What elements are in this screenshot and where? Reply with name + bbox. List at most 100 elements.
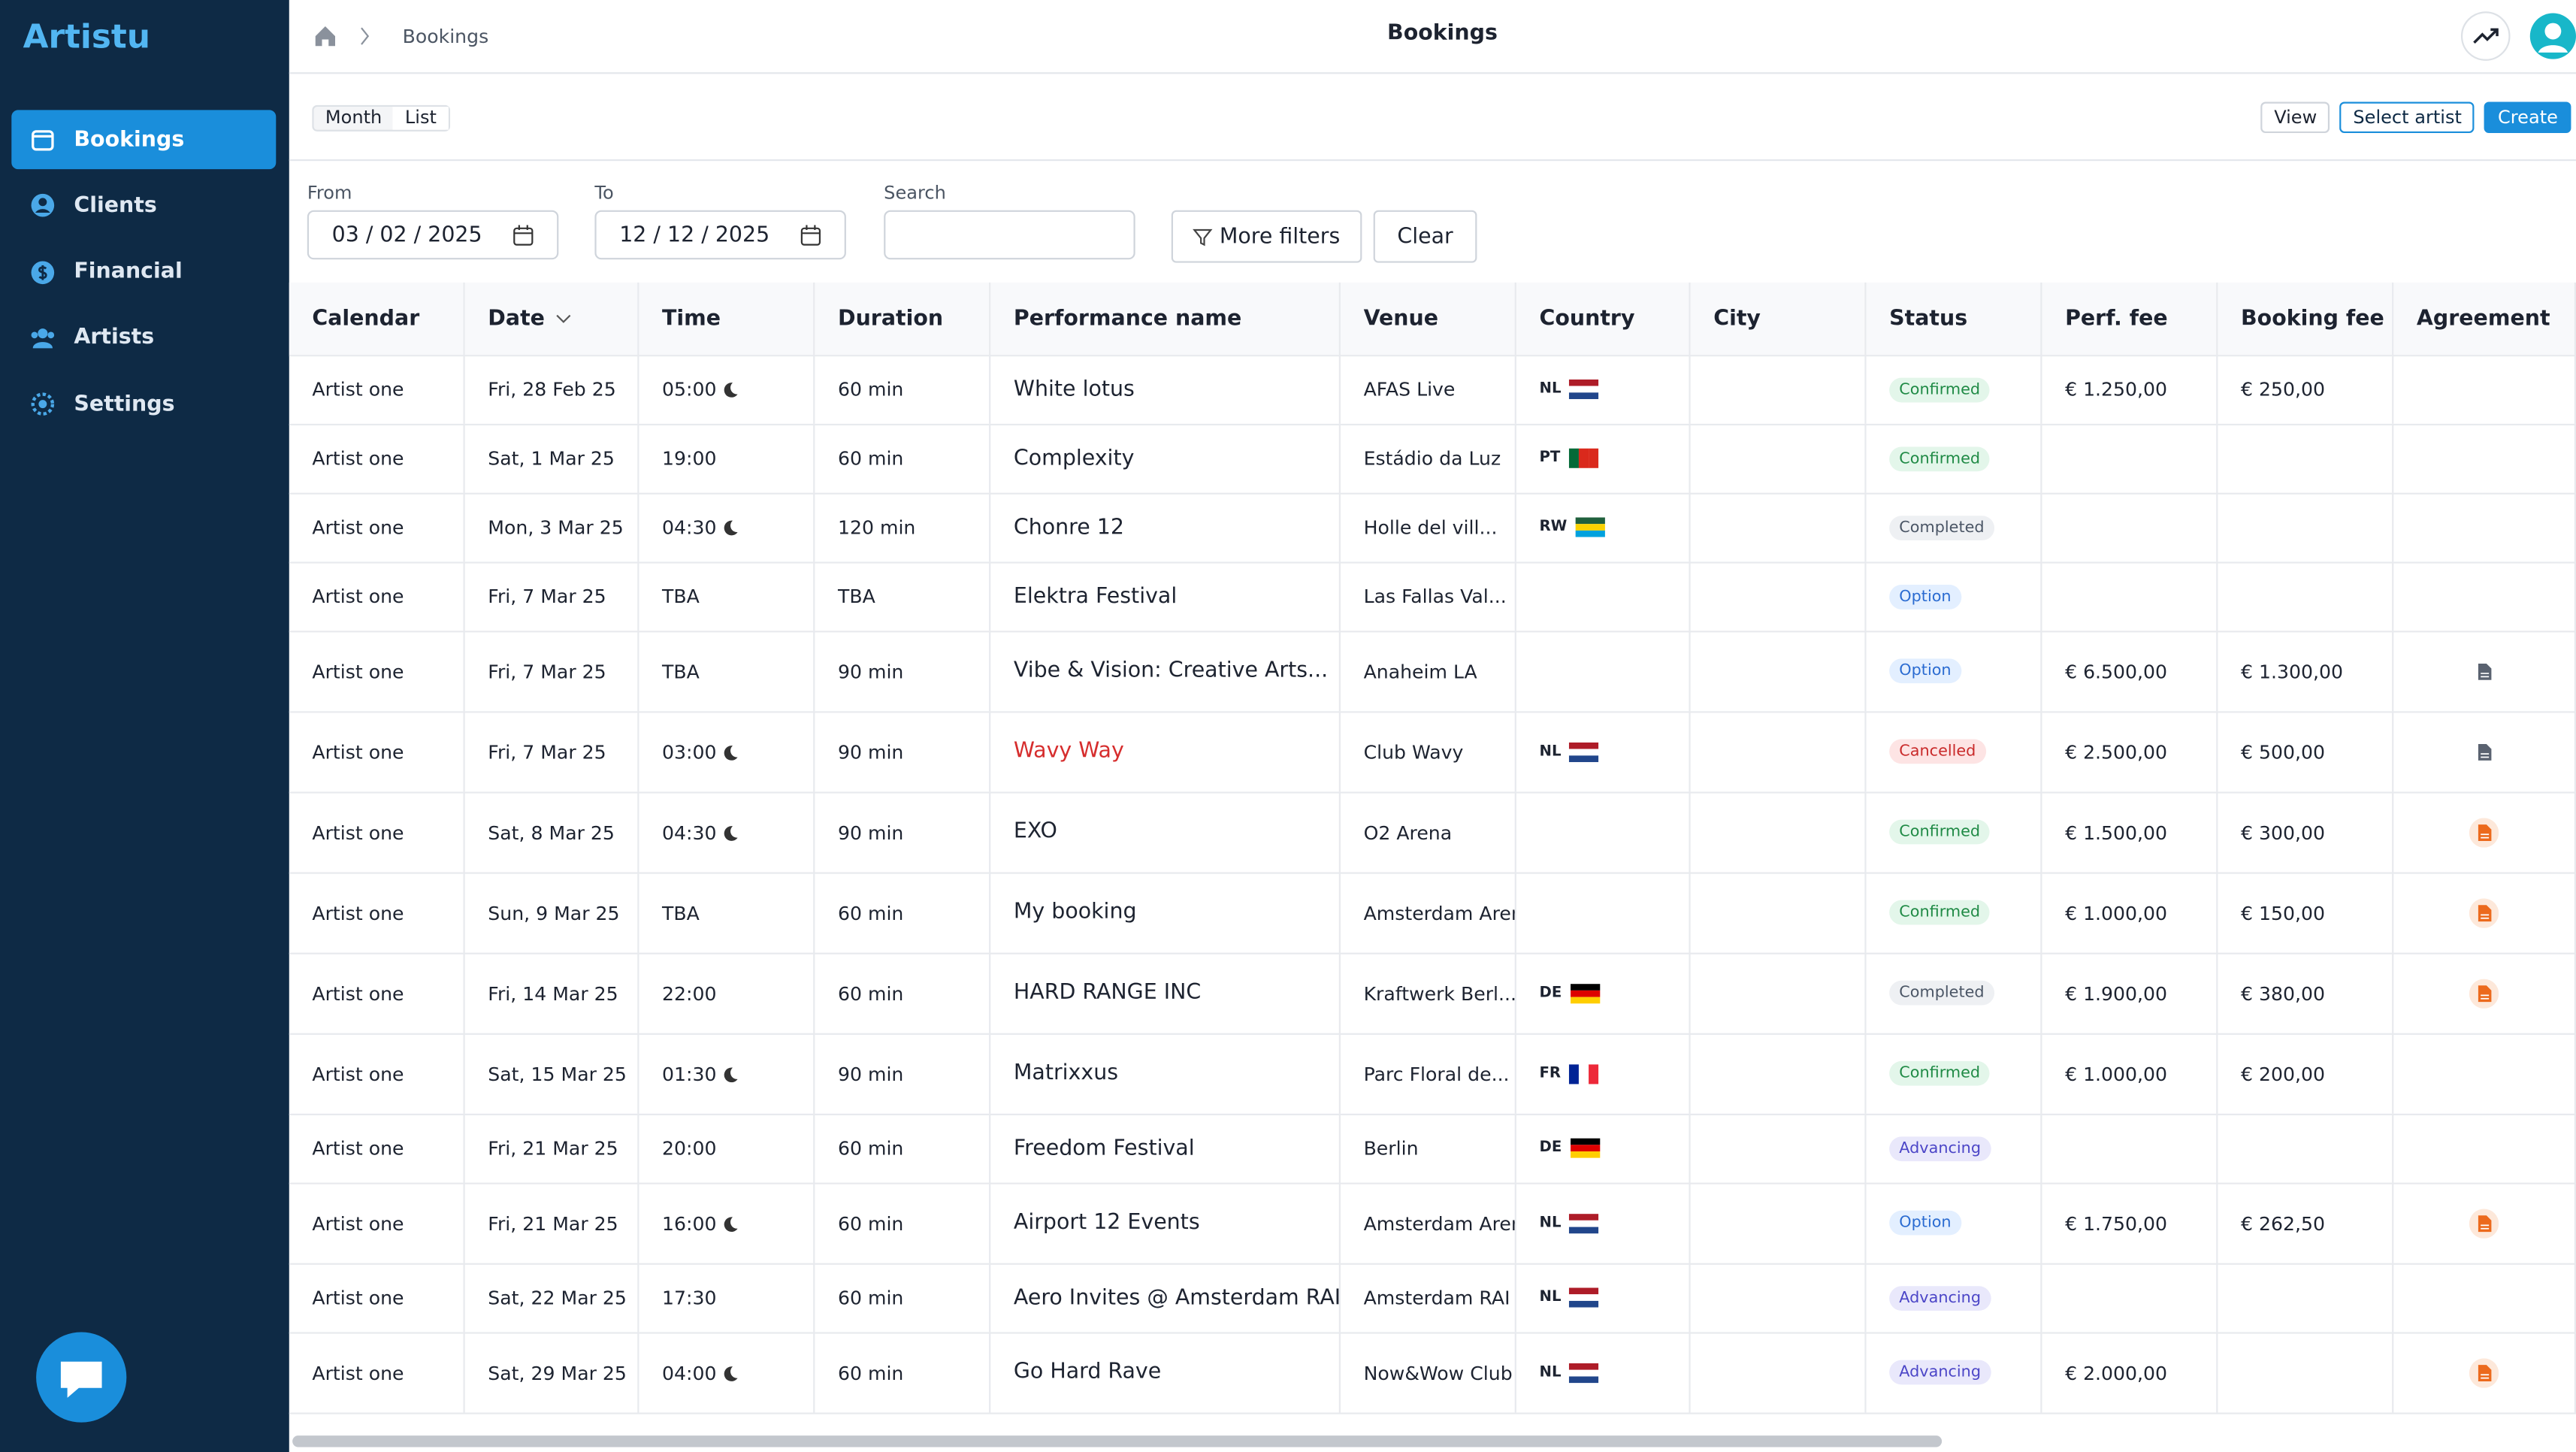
from-input[interactable]: 03 / 02 / 2025	[307, 210, 559, 260]
status-badge: Confirmed	[1889, 1060, 1991, 1086]
action-button[interactable]: Create	[2484, 101, 2571, 134]
table-row[interactable]: Artist one Sat, 22 Mar 25 17:30 60 min Aero …	[289, 1263, 2576, 1334]
search-input[interactable]	[884, 210, 1135, 260]
table-cell	[2218, 1263, 2394, 1333]
nav-item[interactable]: Clients	[11, 176, 276, 235]
booking-fee: € 150,00	[2241, 900, 2325, 924]
nav-item[interactable]: Bookings	[11, 110, 277, 170]
column-header[interactable]: Booking fee	[2218, 282, 2394, 355]
column-header[interactable]: Agreement	[2393, 282, 2576, 355]
toggle-option[interactable]: Month	[325, 107, 382, 129]
agreement-icon[interactable]	[2469, 817, 2499, 847]
scrollbar[interactable]	[292, 1435, 1943, 1447]
flag	[1569, 1362, 1599, 1383]
duration: 120 min	[837, 516, 916, 539]
table-cell: Artist one	[289, 952, 465, 1033]
column-label: Country	[1539, 306, 1635, 331]
table-row[interactable]: Artist one Sat, 1 Mar 25 19:00 60 min Comple…	[289, 423, 2576, 495]
column-header[interactable]: Time	[639, 282, 815, 355]
column-header[interactable]: Venue	[1340, 282, 1516, 355]
table-row[interactable]: Artist one Fri, 7 Mar 25 TBA TBA Elektra Fes…	[289, 561, 2576, 633]
table-row[interactable]: Artist one Sun, 9 Mar 25 TBA 60 min My booki…	[289, 872, 2576, 954]
agreement-icon[interactable]	[2469, 897, 2499, 927]
calendar: Artist one	[312, 1360, 404, 1384]
agreement-icon[interactable]	[2469, 1208, 2499, 1238]
nav-item[interactable]: Artists	[11, 309, 276, 368]
booking-fee: € 380,00	[2241, 981, 2325, 1005]
country: DE	[1539, 985, 1562, 1002]
table-cell: Fri, 7 Mar 25	[465, 711, 639, 792]
table-cell: 05:00	[639, 355, 815, 424]
name: White lotus	[1013, 377, 1135, 402]
name: My booking	[1013, 900, 1137, 925]
column-header[interactable]: City	[1690, 282, 1867, 355]
table-row[interactable]: Artist one Sat, 29 Mar 25 04:00 60 min Go Ha…	[289, 1332, 2576, 1414]
table-cell: Sat, 29 Mar 25	[465, 1332, 639, 1413]
nav-item[interactable]: Settings	[11, 375, 276, 434]
time: 04:30	[662, 820, 717, 844]
date: Fri, 7 Mar 25	[488, 740, 606, 764]
column-header[interactable]: Date	[464, 282, 639, 355]
table-cell: 01:30	[639, 1033, 815, 1114]
column-label: Date	[488, 306, 545, 331]
breadcrumb[interactable]: Bookings	[402, 24, 489, 48]
venue: Club Wavy	[1363, 740, 1464, 764]
column-header[interactable]: Calendar	[289, 282, 465, 355]
booking-fee: € 300,00	[2241, 820, 2325, 844]
agreement-icon[interactable]	[2469, 656, 2499, 685]
column-header[interactable]: Perf. fee	[2042, 282, 2218, 355]
table-row[interactable]: Artist one Fri, 21 Mar 25 16:00 60 min Airpo…	[289, 1182, 2576, 1265]
night-icon	[724, 1066, 738, 1082]
logo[interactable]: Artistu	[23, 16, 150, 56]
table-cell: HARD RANGE INC	[990, 952, 1341, 1033]
chevron	[361, 27, 370, 45]
nav-item[interactable]: Financial	[11, 243, 276, 302]
column-header[interactable]: Duration	[815, 282, 991, 355]
date: Sat, 15 Mar 25	[488, 1061, 627, 1085]
table-cell: Confirmed	[1867, 1033, 2042, 1114]
table-row[interactable]: Artist one Fri, 21 Mar 25 20:00 60 min Freed…	[289, 1113, 2576, 1184]
chat-button[interactable]	[36, 1332, 127, 1423]
table-header: Calendar Date Time Duration Performance name…	[289, 282, 2576, 357]
toggle-option[interactable]: List	[393, 107, 449, 130]
country: NL	[1539, 1364, 1562, 1381]
table-cell	[2042, 1263, 2218, 1333]
clear-button[interactable]: Clear	[1373, 210, 1477, 263]
perf-fee: € 1.000,00	[2065, 900, 2168, 924]
nav-label: Financial	[74, 259, 183, 285]
more-filters-button[interactable]: More filters	[1171, 210, 1362, 263]
table-row[interactable]: Artist one Fri, 7 Mar 25 TBA 90 min Vibe & V…	[289, 631, 2576, 713]
to-value: 12 / 12 / 2025	[619, 222, 770, 247]
calendar: Artist one	[312, 585, 404, 608]
home-icon[interactable]	[314, 25, 337, 48]
table-cell: Amsterdam RAI	[1341, 1263, 1516, 1333]
table-row[interactable]: Artist one Fri, 7 Mar 25 03:00 90 min Wavy W…	[289, 711, 2576, 794]
agreement-icon[interactable]	[2469, 737, 2499, 766]
column-header[interactable]: Country	[1516, 282, 1691, 355]
venue: Las Fallas Val...	[1363, 585, 1507, 608]
avatar[interactable]	[2529, 13, 2576, 59]
status-badge: Advancing	[1889, 1285, 1991, 1310]
table-cell: DE	[1516, 1113, 1691, 1183]
agreement-icon[interactable]	[2469, 978, 2499, 1008]
to-input[interactable]: 12 / 12 / 2025	[594, 210, 846, 260]
table-cell: Fri, 21 Mar 25	[465, 1113, 639, 1183]
column-header[interactable]: Performance name	[990, 282, 1341, 355]
action-button[interactable]: View	[2260, 101, 2330, 134]
stats-button[interactable]	[2460, 11, 2511, 61]
agreement-icon[interactable]	[2469, 1357, 2499, 1387]
table-row[interactable]: Artist one Sat, 8 Mar 25 04:30 90 min EXO O2 …	[289, 791, 2576, 874]
table-cell: NL	[1516, 1332, 1691, 1413]
table-cell: € 380,00	[2218, 952, 2394, 1033]
action-button[interactable]: Select artist	[2339, 101, 2475, 134]
table-row[interactable]: Artist one Fri, 14 Mar 25 22:00 60 min HARD …	[289, 952, 2576, 1035]
sidebar: Artistu Bookings Clients Financial Artists S…	[0, 0, 289, 1452]
column-header[interactable]: Status	[1866, 282, 2042, 355]
table-row[interactable]: Artist one Fri, 28 Feb 25 05:00 60 min White…	[289, 355, 2576, 426]
name: Freedom Festival	[1013, 1136, 1195, 1161]
table-row[interactable]: Artist one Mon, 3 Mar 25 04:30 120 min Chonr…	[289, 492, 2576, 564]
table-cell	[1691, 1263, 1867, 1333]
table-row[interactable]: Artist one Sat, 15 Mar 25 01:30 90 min Matri…	[289, 1033, 2576, 1115]
table-cell: Completed	[1867, 492, 2042, 562]
calendar: Artist one	[312, 1211, 404, 1235]
